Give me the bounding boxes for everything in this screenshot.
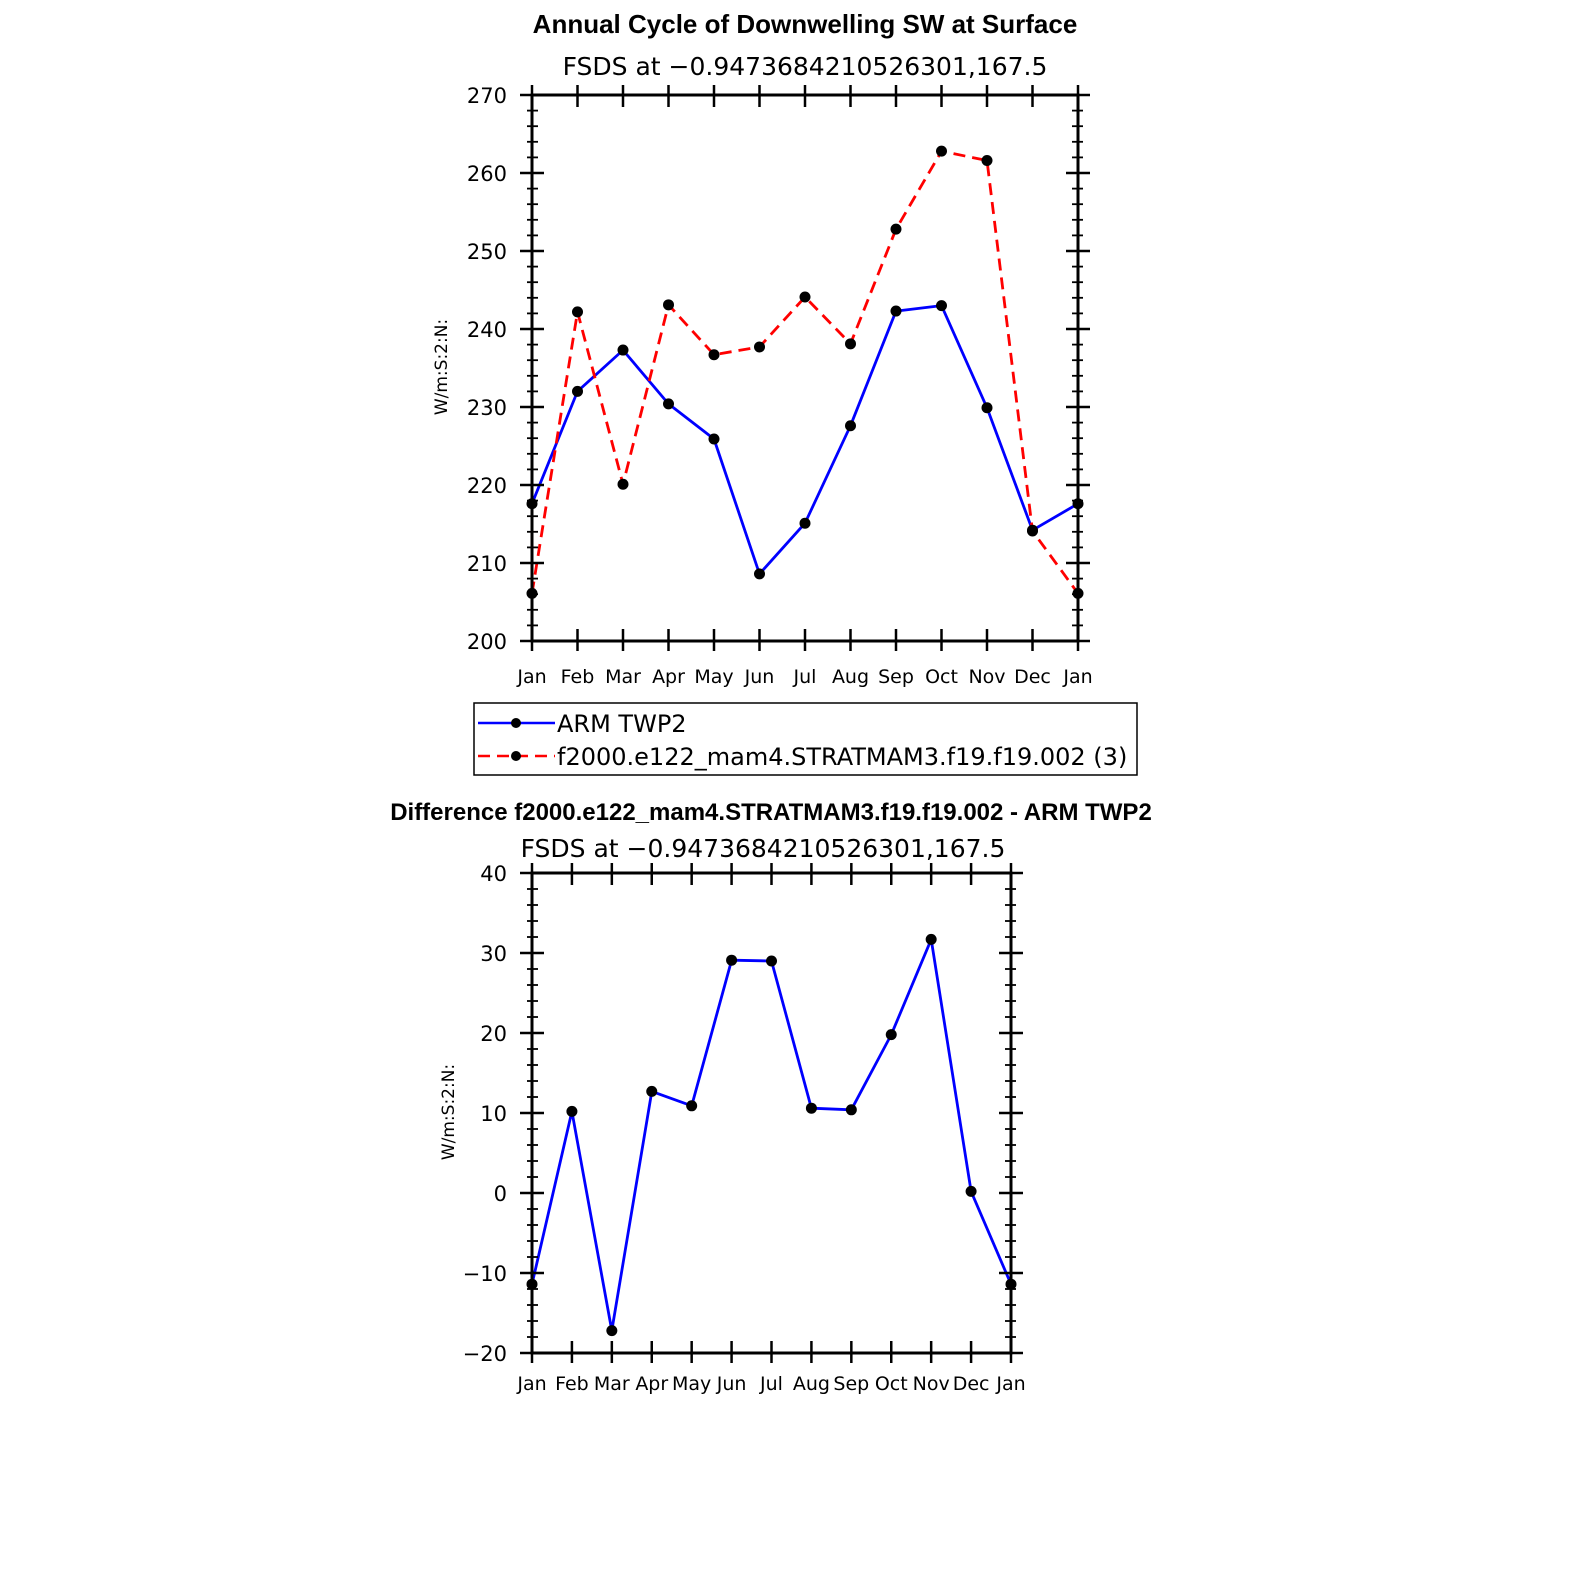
chart2-series-0-point — [845, 1104, 857, 1116]
chart1-x-tick-label: May — [694, 666, 733, 688]
chart1-series-1-point — [799, 291, 811, 303]
chart1-subtitle: FSDS at −0.9473684210526301,167.5 — [563, 52, 1048, 81]
legend-marker-arm-twp2 — [511, 718, 521, 728]
chart2-y-tick-label: 30 — [480, 942, 507, 966]
chart2-y-tick-label: 10 — [480, 1102, 507, 1126]
chart2-x-tick-label: Jan — [995, 1373, 1025, 1395]
chart2-x-tick-label: Sep — [833, 1373, 869, 1395]
chart1-y-axis-label: W/m:S:2:N: — [432, 319, 452, 415]
chart1-series-0-point — [981, 402, 993, 414]
chart1-legend: ARM TWP2 f2000.e122_mam4.STRATMAM3.f19.f… — [473, 702, 1138, 776]
chart1-series-1-point — [617, 478, 629, 490]
chart1-y-tick-label: 210 — [467, 552, 507, 576]
chart2-series-0-point — [925, 933, 937, 945]
chart1-y-tick-label: 230 — [467, 396, 507, 420]
chart2-x-tick-label: Jun — [716, 1373, 747, 1395]
chart1-series-1-point — [936, 145, 947, 157]
chart2-series-0-point — [766, 955, 777, 967]
chart2-series-0-point — [885, 1029, 897, 1041]
chart1-series-1-point — [981, 155, 993, 167]
chart1-series-1-point — [845, 338, 856, 350]
chart1-series-line-0 — [530, 304, 1079, 576]
chart2-title: Difference f2000.e122_mam4.STRATMAM3.f19… — [390, 799, 1152, 826]
chart1-series-0-point — [572, 385, 583, 397]
chart1-title: Annual Cycle of Downwelling SW at Surfac… — [533, 9, 1078, 39]
legend-label-arm-twp2: ARM TWP2 — [557, 710, 687, 738]
legend-marker-model — [511, 751, 521, 761]
chart2-x-tick-label: Oct — [875, 1373, 908, 1395]
chart2-y-tick-label: 0 — [494, 1182, 507, 1206]
chart1-y-tick-label: 200 — [467, 630, 507, 654]
chart1-series-1-point — [663, 299, 674, 311]
chart2-y-axis-label: W/m:S:2:N: — [439, 1064, 459, 1160]
chart1-x-tick-label: Jul — [793, 666, 817, 688]
chart2-series-0-point — [566, 1105, 578, 1117]
chart1-plot-frame — [530, 93, 1080, 643]
chart1-series-1-point — [890, 223, 902, 235]
chart2-series-0-point — [646, 1085, 658, 1097]
chart1-x-tick-label: Aug — [832, 666, 869, 688]
chart2-subtitle: FSDS at −0.9473684210526301,167.5 — [521, 834, 1006, 863]
chart2-x-tick-label: Apr — [635, 1373, 668, 1395]
chart1-series-0-point — [890, 305, 902, 317]
chart2-x-tick-label: Mar — [594, 1373, 630, 1395]
chart1-x-tick-label: Dec — [1014, 666, 1051, 688]
chart1-series-1-point — [1027, 525, 1038, 537]
chart1-x-tick-label: Sep — [878, 666, 914, 688]
chart1-series-1-point — [708, 349, 720, 361]
chart2-x-tick-label: Jan — [516, 1373, 546, 1395]
chart1-x-tick-label: Feb — [561, 666, 595, 688]
chart2-x-tick-label: Nov — [913, 1373, 950, 1395]
chart2-series-line-0 — [530, 938, 1013, 1332]
chart2-y-tick-label: −10 — [463, 1262, 507, 1286]
chart1-y-tick-label: 220 — [467, 474, 507, 498]
chart1-x-tick-label: Apr — [652, 666, 685, 688]
legend-box — [473, 702, 1138, 776]
difference-chart: Difference f2000.e122_mam4.STRATMAM3.f19… — [390, 799, 1152, 1395]
chart1-series-0-point — [845, 420, 856, 432]
chart2-y-tick-label: 20 — [480, 1022, 507, 1046]
chart1-x-tick-label: Jun — [744, 666, 775, 688]
chart1-x-tick-label: Nov — [968, 666, 1005, 688]
annual-cycle-chart: Annual Cycle of Downwelling SW at Surfac… — [432, 9, 1138, 776]
chart1-x-tick-label: Jan — [1062, 666, 1092, 688]
chart1-series-0-point — [708, 433, 720, 445]
chart2-series-0-point — [686, 1100, 698, 1112]
chart1-x-tick-label: Mar — [605, 666, 641, 688]
chart1-y-tick-label: 260 — [467, 162, 507, 186]
legend-label-model: f2000.e122_mam4.STRATMAM3.f19.f19.002 (3… — [557, 743, 1127, 771]
chart2-x-tick-label: Dec — [953, 1373, 990, 1395]
chart1-x-tick-label: Oct — [925, 666, 958, 688]
chart2-y-tick-label: 40 — [480, 862, 507, 886]
chart2-x-tick-label: May — [672, 1373, 711, 1395]
chart2-series-0-point — [606, 1325, 618, 1337]
chart1-series-1-point — [572, 306, 583, 318]
chart1-y-tick-label: 270 — [467, 84, 507, 108]
chart2-y-tick-label: −20 — [463, 1342, 507, 1366]
chart1-series-0-point — [936, 300, 947, 312]
chart2-x-tick-label: Aug — [793, 1373, 830, 1395]
chart2-series-0-point — [965, 1185, 977, 1197]
chart2-series-0-point — [726, 954, 738, 966]
chart1-series-1-point — [754, 341, 765, 353]
chart1-series-0-point — [617, 344, 629, 356]
chart2-series-0-point — [805, 1102, 817, 1114]
chart1-x-tick-label: Jan — [516, 666, 546, 688]
chart1-series-0-point — [663, 398, 674, 410]
chart2-x-tick-label: Feb — [555, 1373, 589, 1395]
chart1-series-0-point — [799, 517, 811, 529]
chart2-x-tick-label: Jul — [759, 1373, 783, 1395]
chart1-y-tick-label: 250 — [467, 240, 507, 264]
chart1-y-tick-label: 240 — [467, 318, 507, 342]
chart1-series-0-point — [754, 568, 765, 580]
